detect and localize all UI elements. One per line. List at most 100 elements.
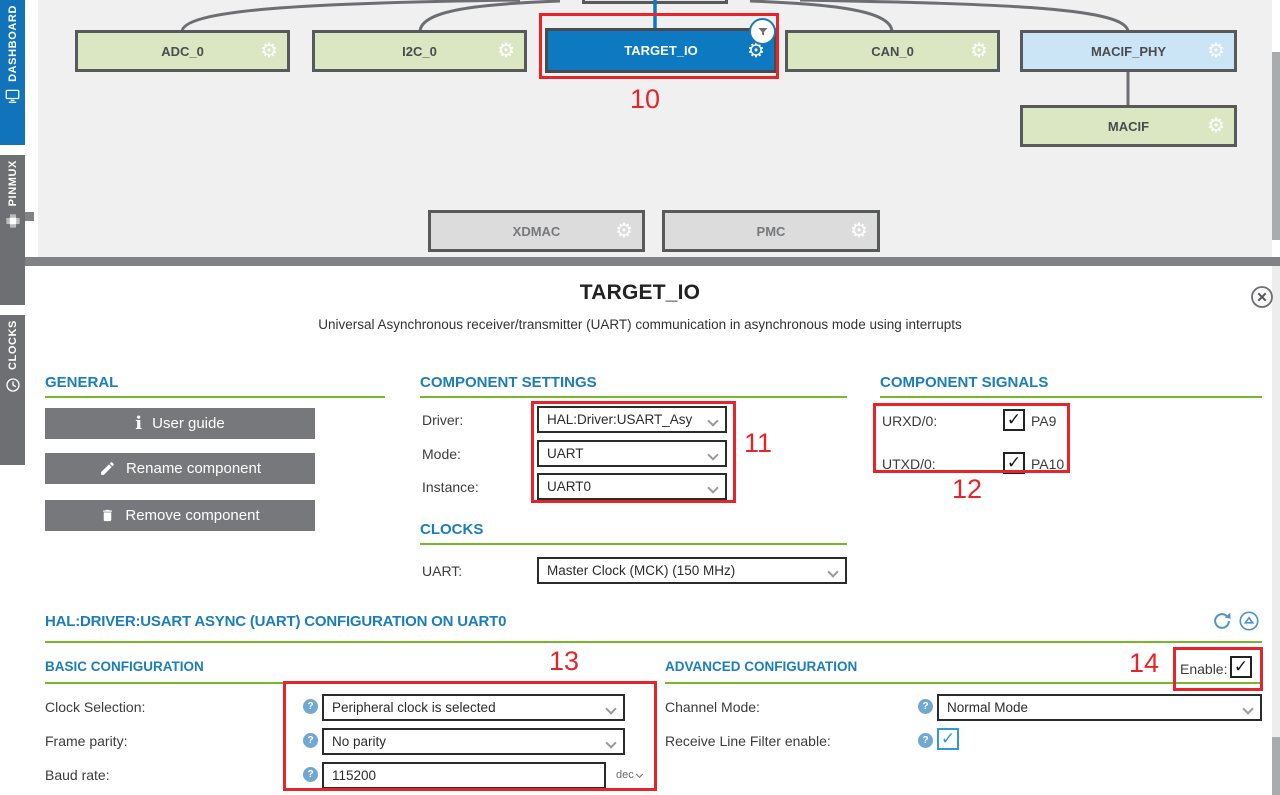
sidebar-tab-label: PINMUX xyxy=(6,160,19,207)
panel-splitter-bar[interactable] xyxy=(25,257,1280,266)
radix-label: dec xyxy=(616,769,634,781)
panel-scrollbar-track[interactable] xyxy=(1272,266,1280,795)
advanced-config-heading: ADVANCED CONFIGURATION xyxy=(665,659,858,674)
refresh-icon[interactable] xyxy=(1211,610,1233,632)
panel-subtitle: Universal Asynchronous receiver/transmit… xyxy=(318,317,962,332)
chevron-down-icon xyxy=(707,449,719,461)
info-icon: i xyxy=(135,412,143,434)
chip-icon xyxy=(5,214,20,229)
utxd-checkbox[interactable]: ✓ xyxy=(1003,452,1025,474)
component-block-adc0[interactable]: ADC_0 ⚙ xyxy=(75,30,290,72)
clocks-heading: CLOCKS xyxy=(420,521,484,538)
help-icon[interactable]: ? xyxy=(918,699,933,714)
panel-scrollbar-thumb[interactable] xyxy=(1272,737,1280,795)
gear-icon[interactable]: ⚙ xyxy=(850,218,868,243)
clocks-underline xyxy=(420,543,847,545)
chevron-down-icon xyxy=(707,482,719,494)
annotation-number-10: 10 xyxy=(630,84,661,114)
component-block-macif-phy[interactable]: MACIF_PHY ⚙ xyxy=(1020,30,1237,72)
gear-icon[interactable]: ⚙ xyxy=(497,38,515,63)
block-label: MACIF xyxy=(1107,118,1150,134)
channel-mode-label: Channel Mode: xyxy=(665,699,760,715)
mode-select[interactable]: UART xyxy=(537,440,727,467)
component-block-xdmac[interactable]: XDMAC ⚙ xyxy=(428,210,645,252)
utxd-pin: PA10 xyxy=(1031,456,1065,472)
advanced-enable-checkbox[interactable]: ✓ xyxy=(1230,656,1252,678)
close-icon[interactable] xyxy=(1250,285,1274,309)
frame-parity-select[interactable]: No parity xyxy=(322,728,625,755)
receive-line-filter-checkbox[interactable]: ✓ xyxy=(937,728,959,750)
component-block-pmc[interactable]: PMC ⚙ xyxy=(662,210,880,252)
basic-config-underline xyxy=(45,682,645,684)
uart-clock-select[interactable]: Master Clock (MCK) (150 MHz) xyxy=(537,557,847,584)
annotation-number-11: 11 xyxy=(744,428,773,458)
component-settings-underline xyxy=(420,396,847,398)
mode-label: Mode: xyxy=(422,446,461,462)
check-icon: ✓ xyxy=(1006,452,1022,473)
filter-badge[interactable] xyxy=(749,18,776,45)
utxd-label: UTXD/0: xyxy=(882,456,936,472)
sidebar-tab-clocks[interactable]: CLOCKS xyxy=(0,315,25,465)
urxd-pin: PA9 xyxy=(1031,413,1057,429)
gear-icon[interactable]: ⚙ xyxy=(970,38,988,63)
basic-config-heading: BASIC CONFIGURATION xyxy=(45,659,204,674)
help-icon[interactable]: ? xyxy=(303,767,318,782)
block-label: TARGET_IO xyxy=(624,43,698,58)
sidebar-splitter-handle[interactable] xyxy=(25,212,34,221)
chevron-down-icon xyxy=(605,703,617,715)
chevron-down-icon xyxy=(635,770,643,778)
sidebar-tab-pinmux[interactable]: PINMUX xyxy=(0,155,25,305)
sidebar-tab-dashboard[interactable]: DASHBOARD xyxy=(0,0,25,145)
block-label: PMC xyxy=(756,223,786,239)
clock-icon xyxy=(5,378,20,392)
block-label: I2C_0 xyxy=(402,43,437,59)
component-block-macif[interactable]: MACIF ⚙ xyxy=(1020,105,1237,147)
advanced-config-underline xyxy=(665,682,1262,684)
radix-selector[interactable]: dec xyxy=(616,769,643,781)
chevron-down-icon xyxy=(605,737,617,749)
driver-label: Driver: xyxy=(422,412,464,428)
canvas-scrollbar-thumb[interactable] xyxy=(1272,52,1280,240)
gear-icon[interactable]: ⚙ xyxy=(260,38,278,63)
urxd-checkbox[interactable]: ✓ xyxy=(1003,409,1025,431)
gear-icon[interactable]: ⚙ xyxy=(1207,38,1225,63)
urxd-label: URXD/0: xyxy=(882,413,938,429)
component-block-i2c0[interactable]: I2C_0 ⚙ xyxy=(312,30,527,72)
question-glyph: ? xyxy=(307,769,314,780)
collapse-icon[interactable] xyxy=(1238,610,1260,632)
sidebar-tab-label: DASHBOARD xyxy=(6,5,19,82)
help-icon[interactable]: ? xyxy=(303,699,318,714)
receive-line-filter-label: Receive Line Filter enable: xyxy=(665,733,831,749)
remove-component-button[interactable]: Remove component xyxy=(45,500,315,531)
component-signals-heading: COMPONENT SIGNALS xyxy=(880,374,1049,391)
component-block-can0[interactable]: CAN_0 ⚙ xyxy=(785,30,1000,72)
driver-select[interactable]: HAL:Driver:USART_Asy xyxy=(537,406,727,433)
help-icon[interactable]: ? xyxy=(918,733,933,748)
check-icon: ✓ xyxy=(1233,656,1249,677)
general-heading: GENERAL xyxy=(45,374,119,391)
question-glyph: ? xyxy=(307,701,314,712)
clock-selection-value: Peripheral clock is selected xyxy=(332,700,496,715)
channel-mode-select[interactable]: Normal Mode xyxy=(937,694,1262,721)
clock-selection-select[interactable]: Peripheral clock is selected xyxy=(322,694,625,721)
channel-mode-value: Normal Mode xyxy=(947,700,1029,715)
chevron-down-icon xyxy=(1242,703,1254,715)
block-label: CAN_0 xyxy=(871,43,914,59)
user-guide-label: User guide xyxy=(152,415,225,432)
instance-select[interactable]: UART0 xyxy=(537,473,727,500)
component-settings-heading: COMPONENT SETTINGS xyxy=(420,374,597,391)
uart-clock-label: UART: xyxy=(422,563,463,579)
block-label: XDMAC xyxy=(512,223,561,239)
remove-label: Remove component xyxy=(125,507,260,524)
pencil-icon xyxy=(101,462,114,475)
baud-rate-input[interactable] xyxy=(322,762,606,789)
gear-icon[interactable]: ⚙ xyxy=(1207,113,1225,138)
user-guide-button[interactable]: i User guide xyxy=(45,408,315,439)
gear-icon[interactable]: ⚙ xyxy=(615,218,633,243)
component-block-target-io[interactable]: TARGET_IO ⚙ xyxy=(545,28,777,73)
rename-component-button[interactable]: Rename component xyxy=(45,453,315,484)
parent-block-partial xyxy=(582,0,728,4)
chevron-down-icon xyxy=(827,566,839,578)
help-icon[interactable]: ? xyxy=(303,733,318,748)
annotation-number-14: 14 xyxy=(1129,648,1160,678)
